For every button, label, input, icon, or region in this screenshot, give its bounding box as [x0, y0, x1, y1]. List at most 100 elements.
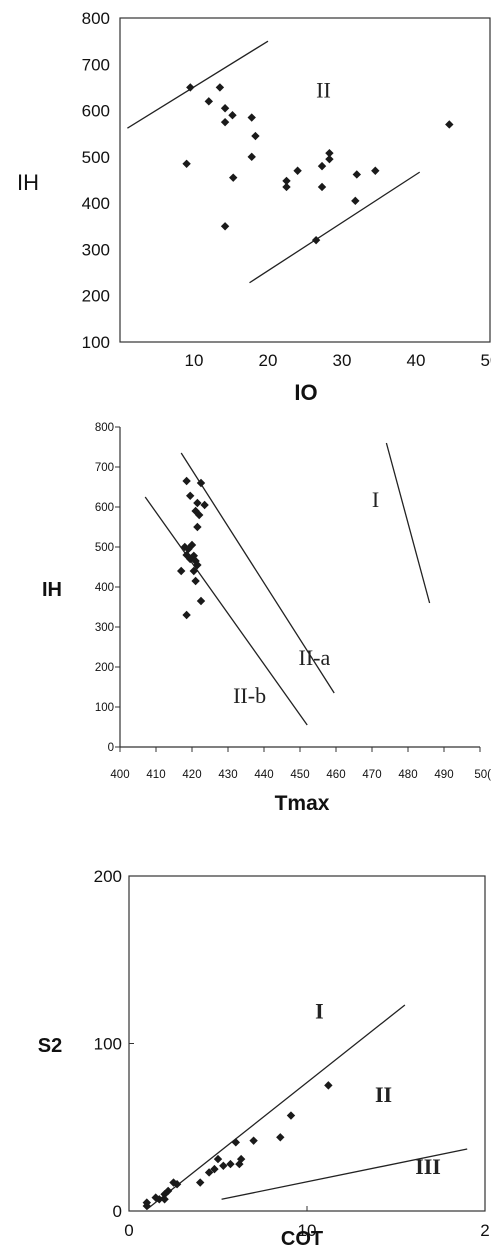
chart-2-data-point [200, 500, 209, 510]
chart-1-data-point [251, 131, 260, 141]
chart-3-data-point [151, 1193, 160, 1202]
chart-2-data-point [193, 560, 202, 570]
chart-2-data-point [184, 544, 193, 554]
chart-1-data-point [229, 173, 238, 182]
chart-1-data-point [182, 159, 191, 168]
chart-1-x-tick-label: 40 [407, 351, 426, 370]
chart-3-data-point [204, 1168, 214, 1177]
chart-2-x-tick-label: 50( [474, 769, 491, 781]
chart-3-data-point [324, 1081, 333, 1090]
chart-2-region-label: II-a [299, 645, 331, 670]
chart-3-y-tick-label: 0 [113, 1202, 122, 1221]
chart-2-x-tick-label: 480 [398, 769, 417, 781]
chart-1-data-point [445, 120, 454, 129]
chart-1-data-point [186, 83, 195, 92]
chart-2-x-tick-label: 450 [290, 769, 309, 781]
chart-3-data-point [276, 1133, 285, 1142]
chart-1-x-tick-label: 30 [333, 351, 352, 370]
chart-2-y-tick-label: 400 [95, 582, 114, 594]
chart-1-x-tick-label: 10 [185, 351, 204, 370]
chart-2-data-point [195, 510, 204, 520]
chart-2-x-tick-label: 440 [254, 769, 273, 781]
chart-2-data-point [193, 498, 202, 508]
chart-3-x-tick-label: 10 [298, 1221, 317, 1240]
chart-2-data-point [182, 476, 191, 486]
chart-1-data-point [325, 148, 334, 158]
chart-1-y-tick-label: 700 [82, 55, 110, 74]
chart-2-boundary-line-1 [144, 496, 308, 726]
chart-2-data-point [196, 596, 206, 606]
chart-2-boundary-line-3 [385, 442, 431, 604]
chart-3-data-point [249, 1136, 258, 1145]
chart-2-boundary-line-2 [180, 452, 335, 694]
chart-1-y-axis-title: IH [17, 170, 39, 195]
chart-3-data-point [231, 1138, 240, 1147]
chart-2-data-point [189, 566, 198, 576]
chart-1-data-point [215, 83, 225, 92]
chart-3-x-tick-label: 2 [480, 1221, 489, 1240]
chart-1-x-tick-label: 50 [481, 351, 491, 370]
chart-1-y-tick-label: 400 [82, 194, 110, 213]
chart-3-y-tick-label: 100 [94, 1035, 122, 1054]
chart-1-data-point [247, 152, 256, 162]
chart-1-boundary-line-1 [127, 40, 269, 129]
chart-2-data-point [191, 576, 200, 586]
chart-3-data-point [163, 1186, 173, 1196]
chart-3-data-point [286, 1111, 296, 1120]
chart-3-data-point [196, 1178, 205, 1187]
chart-3-boundary-line-2 [221, 1148, 468, 1200]
chart-2-data-point [182, 610, 191, 620]
chart-3-data-point [219, 1161, 228, 1170]
chart-3-data-point [236, 1154, 246, 1164]
chart-2-data-point [177, 566, 186, 576]
chart-1-data-point [220, 222, 230, 231]
chart-2-y-tick-label: 700 [95, 462, 114, 474]
chart-2-x-tick-label: 410 [146, 769, 165, 781]
chart-2-y-tick-label: 300 [95, 622, 114, 634]
chart-1-plot-frame [119, 17, 491, 343]
chart-3-data-point [210, 1164, 219, 1174]
chart-3-y-axis-title: S2 [38, 1035, 62, 1057]
chart-1-y-tick-label: 100 [82, 333, 110, 352]
chart-3-y-tick-label: 200 [94, 867, 122, 886]
chart-3-region-label: I [315, 998, 324, 1023]
chart-3-x-tick-label: 0 [124, 1221, 133, 1240]
chart-2-y-axis-title: IH [42, 579, 62, 601]
chart-2-y-tick-label: 500 [95, 542, 114, 554]
chart-2-data-point [196, 478, 206, 488]
chart-1-data-point [220, 104, 230, 113]
chart-3-data-point [169, 1178, 178, 1187]
chart-3-data-point [172, 1180, 182, 1189]
chart-2-x-tick-label: 420 [182, 769, 201, 781]
chart-1-data-point [311, 235, 321, 245]
chart-1-x-tick-label: 20 [259, 351, 278, 370]
chart-1-y-tick-label: 800 [82, 9, 110, 28]
chart-1-data-point [317, 182, 327, 192]
chart-2-y-tick-label: 800 [95, 422, 114, 434]
chart-1-data-point [282, 176, 291, 186]
chart-1-data-point [325, 154, 334, 164]
chart-1-data-point [204, 97, 213, 106]
chart-3-data-point [160, 1195, 169, 1204]
chart-1-data-point [352, 170, 361, 179]
chart-2-region-label: I [372, 487, 379, 512]
chart-2-data-point [193, 522, 202, 532]
chart-1-x-axis-title: IO [294, 380, 317, 405]
chart-1-data-point [317, 161, 327, 171]
chart-3-data-point [142, 1201, 151, 1211]
chart-1-y-tick-label: 300 [82, 240, 110, 259]
chart-2-x-tick-label: 460 [326, 769, 345, 781]
chart-3-boundary-line-1 [146, 1004, 406, 1210]
chart-1-data-point [220, 117, 230, 127]
chart-1-data-point [247, 113, 256, 122]
chart-2-y-tick-label: 100 [95, 702, 114, 714]
chart-2-x-tick-label: 430 [218, 769, 237, 781]
chart-1-data-point [293, 166, 302, 175]
chart-1-region-label: II [316, 78, 331, 103]
chart-3-x-axis-title: COT [281, 1228, 323, 1248]
chart-3-data-point [226, 1159, 235, 1169]
chart-2-y-tick-label: 600 [95, 502, 114, 514]
chart-3-data-point [213, 1154, 223, 1164]
chart-3-data-point [155, 1195, 164, 1204]
